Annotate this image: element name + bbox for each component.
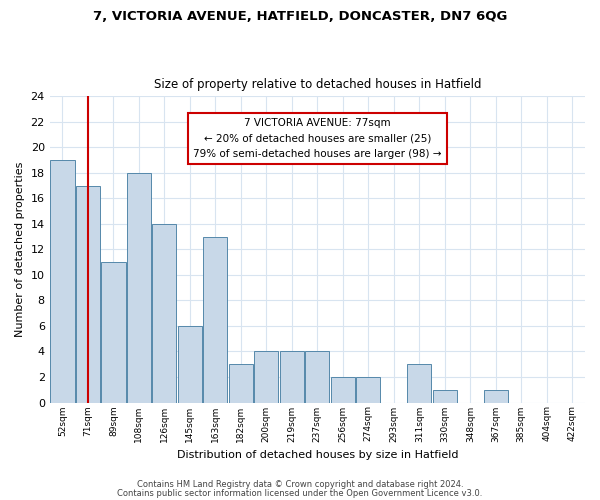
Bar — [50, 160, 74, 402]
Bar — [407, 364, 431, 403]
Bar — [101, 262, 125, 402]
Bar — [484, 390, 508, 402]
Bar — [331, 377, 355, 402]
Bar — [178, 326, 202, 402]
Bar — [356, 377, 380, 402]
Text: Contains HM Land Registry data © Crown copyright and database right 2024.: Contains HM Land Registry data © Crown c… — [137, 480, 463, 489]
Title: Size of property relative to detached houses in Hatfield: Size of property relative to detached ho… — [154, 78, 481, 91]
X-axis label: Distribution of detached houses by size in Hatfield: Distribution of detached houses by size … — [176, 450, 458, 460]
Y-axis label: Number of detached properties: Number of detached properties — [15, 162, 25, 337]
Bar — [433, 390, 457, 402]
Bar — [305, 352, 329, 403]
Text: 7 VICTORIA AVENUE: 77sqm
← 20% of detached houses are smaller (25)
79% of semi-d: 7 VICTORIA AVENUE: 77sqm ← 20% of detach… — [193, 118, 442, 159]
Bar — [127, 173, 151, 402]
Text: Contains public sector information licensed under the Open Government Licence v3: Contains public sector information licen… — [118, 488, 482, 498]
Bar — [203, 236, 227, 402]
Bar — [152, 224, 176, 402]
Bar — [229, 364, 253, 403]
Bar — [76, 186, 100, 402]
Bar — [280, 352, 304, 403]
Text: 7, VICTORIA AVENUE, HATFIELD, DONCASTER, DN7 6QG: 7, VICTORIA AVENUE, HATFIELD, DONCASTER,… — [93, 10, 507, 23]
Bar — [254, 352, 278, 403]
